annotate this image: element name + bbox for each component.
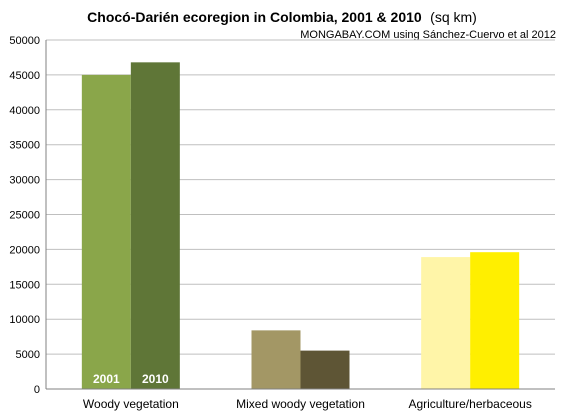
x-category-label: Mixed woody vegetation (236, 397, 365, 411)
x-category-label: Agriculture/herbaceous (408, 397, 531, 411)
y-tick-label: 15000 (9, 279, 40, 291)
y-tick-label: 50000 (9, 35, 40, 47)
y-tick-label: 20000 (9, 244, 40, 256)
bar-labels: 2001 2010 (93, 372, 169, 386)
y-tick-label: 45000 (9, 70, 40, 82)
bar-2001-1 (81, 74, 131, 390)
y-tick-label: 35000 (9, 140, 40, 152)
y-tick-label: 40000 (9, 105, 40, 117)
x-axis-category-labels: Woody vegetation Mixed woody vegetation Ag… (83, 397, 532, 411)
bar-2010-1 (130, 62, 180, 389)
y-tick-label: 30000 (9, 175, 40, 187)
y-tick-label: 25000 (9, 210, 40, 222)
bar-2010-2 (300, 350, 350, 389)
bar-2001-2 (251, 330, 301, 389)
bar-year-label: 2001 (93, 372, 120, 386)
chart-title: Chocó-Darién ecoregion in Colombia, 2001… (87, 9, 477, 26)
y-tick-label: 0 (34, 384, 40, 396)
bars (81, 62, 520, 390)
chart-title-unit: (sq km) (430, 9, 477, 25)
bar-2010-3 (470, 252, 520, 389)
bar-2001-3 (421, 257, 471, 389)
chart-credit: MONGABAY.COM using Sánchez-Cuervo et al … (300, 29, 556, 41)
y-axis-tick-labels: 0 5000 10000 15000 20000 25000 30000 35000 40000… (9, 35, 40, 396)
y-tick-label: 10000 (9, 314, 40, 326)
y-tick-label: 5000 (16, 349, 40, 361)
x-category-label: Woody vegetation (83, 397, 179, 411)
bar-year-label: 2010 (142, 372, 169, 386)
chart-title-main: Chocó-Darién ecoregion in Colombia, 2001… (87, 9, 422, 25)
